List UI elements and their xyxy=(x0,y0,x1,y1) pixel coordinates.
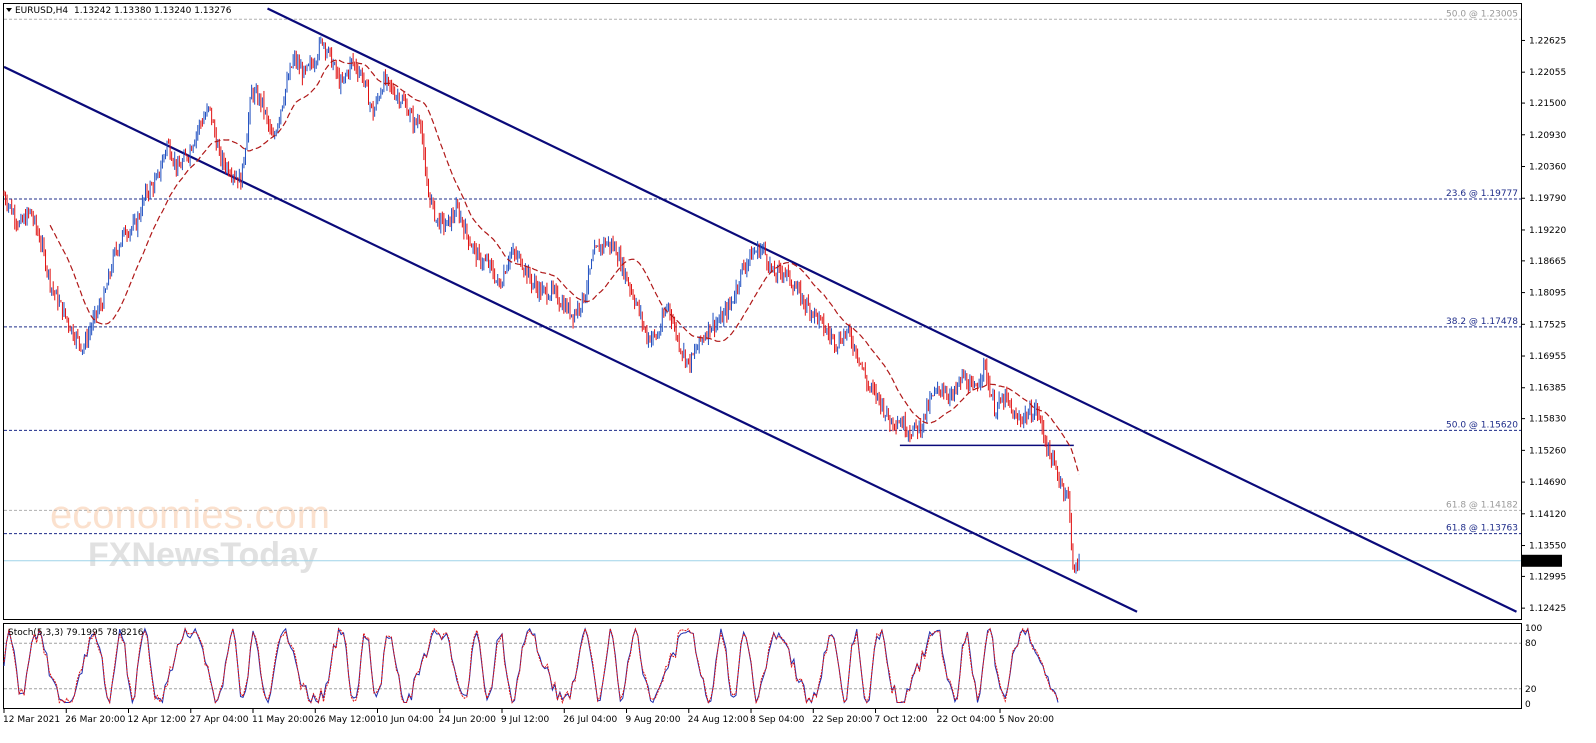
stoch-label: Stoch(5,3,3) 79.1995 78.8216 xyxy=(8,628,144,638)
fib-label: 38.2 @ 1.17478 xyxy=(1446,317,1518,327)
watermark-fxnewstoday: FXNewsToday xyxy=(88,536,318,574)
price-tick-label: 1.21500 xyxy=(1529,99,1566,109)
moving-average-line xyxy=(49,59,1080,475)
price-tick-label: 1.20360 xyxy=(1529,163,1566,173)
stoch-panel-frame xyxy=(3,623,1522,709)
time-tick-label: 11 May 20:00 xyxy=(252,715,314,725)
fib-label: 61.8 @ 1.13763 xyxy=(1446,524,1518,534)
channel-line-upper xyxy=(267,7,1517,613)
watermark-economies: economies.com xyxy=(50,493,330,537)
price-panel-frame xyxy=(3,3,1522,620)
stoch-tick-label: 20 xyxy=(1525,685,1537,695)
time-tick-label: 12 Mar 2021 xyxy=(3,715,60,725)
stoch-signal-line xyxy=(3,627,1059,705)
price-tick-label: 1.19790 xyxy=(1529,194,1566,204)
time-tick-label: 8 Sep 04:00 xyxy=(750,715,805,725)
current-price-label: 1.13276 xyxy=(1525,557,1562,567)
price-tick-label: 1.12425 xyxy=(1529,604,1566,614)
channel-line-lower xyxy=(4,65,1138,613)
price-tick-label: 1.15830 xyxy=(1529,415,1566,425)
stoch-tick-label: 80 xyxy=(1525,639,1537,649)
time-tick-label: 9 Jul 12:00 xyxy=(501,715,550,725)
fib-label: 50.0 @ 1.23005 xyxy=(1446,9,1518,19)
stoch-tick-label: 0 xyxy=(1525,700,1531,710)
time-tick-label: 22 Oct 04:00 xyxy=(937,715,996,725)
time-tick-label: 22 Sep 20:00 xyxy=(812,715,872,725)
time-tick-label: 7 Oct 12:00 xyxy=(875,715,928,725)
time-tick-label: 9 Aug 20:00 xyxy=(626,715,681,725)
fibonacci-levels: 50.0 @ 1.23005 23.6 @ 1.19777 38.2 @ 1.174… xyxy=(4,9,1521,562)
time-axis: 12 Mar 2021 26 Mar 20:00 12 Apr 12:00 27 Ap… xyxy=(3,709,1054,725)
price-tick-label: 1.18665 xyxy=(1529,257,1566,267)
time-tick-label: 10 Jun 04:00 xyxy=(377,715,434,725)
fib-label: 23.6 @ 1.19777 xyxy=(1446,189,1518,199)
price-tick-label: 1.22625 xyxy=(1529,36,1566,46)
price-tick-label: 1.22055 xyxy=(1529,68,1566,78)
price-tick-label: 1.17525 xyxy=(1529,320,1566,330)
price-tick-label: 1.15260 xyxy=(1529,446,1566,456)
price-tick-label: 1.16955 xyxy=(1529,352,1566,362)
price-tick-label: 1.19220 xyxy=(1529,226,1566,236)
current-price-badge xyxy=(1522,554,1562,567)
price-tick-label: 1.16385 xyxy=(1529,384,1566,394)
price-tick-label: 1.14120 xyxy=(1529,510,1566,520)
stoch-tick-label: 100 xyxy=(1525,624,1542,634)
price-tick-label: 1.20930 xyxy=(1529,131,1566,141)
symbol-dropdown-icon[interactable] xyxy=(6,8,12,12)
time-tick-label: 5 Nov 20:00 xyxy=(999,715,1054,725)
time-tick-label: 12 Apr 12:00 xyxy=(128,715,187,725)
price-tick-label: 1.14690 xyxy=(1529,478,1566,488)
price-series xyxy=(3,36,1080,574)
ohlc-label: 1.13242 1.13380 1.13240 1.13276 xyxy=(74,6,232,16)
fib-label: 50.0 @ 1.15620 xyxy=(1446,420,1518,430)
time-tick-label: 24 Jun 20:00 xyxy=(439,715,496,725)
time-tick-label: 26 Mar 20:00 xyxy=(65,715,125,725)
price-tick-label: 1.13550 xyxy=(1529,542,1566,552)
time-tick-label: 26 Jul 04:00 xyxy=(563,715,617,725)
time-tick-label: 27 Apr 04:00 xyxy=(190,715,249,725)
symbol-label: EURUSD,H4 xyxy=(15,6,68,16)
price-tick-label: 1.12995 xyxy=(1529,572,1566,582)
time-tick-label: 26 May 12:00 xyxy=(314,715,376,725)
price-tick-label: 1.18095 xyxy=(1529,289,1566,299)
time-tick-label: 24 Aug 12:00 xyxy=(688,715,749,725)
fib-label: 61.8 @ 1.14182 xyxy=(1446,500,1518,510)
stochastic-panel: 100 80 20 0 xyxy=(3,624,1542,710)
price-axis: 1.22625 1.22055 1.21500 1.20930 1.20360 1.197… xyxy=(1521,36,1566,614)
